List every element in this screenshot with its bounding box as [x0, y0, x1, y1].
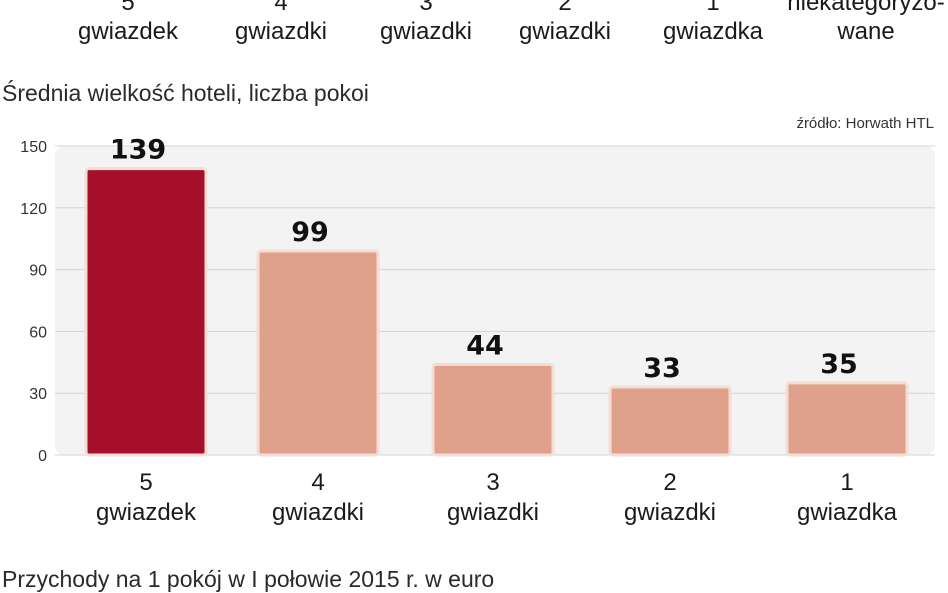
bar: [785, 381, 909, 457]
x-tick-label: gwiazdek: [96, 499, 197, 526]
x-tick-label: 1: [840, 469, 853, 496]
data-label: 35: [820, 349, 858, 380]
previous-chart-category-labels: 5 gwiazdek 4 gwiazdki 3 gwiazdki 2 gwiaz…: [0, 0, 948, 58]
y-tick-label: 120: [20, 201, 47, 218]
data-label: 99: [291, 217, 329, 248]
y-tick-label: 90: [29, 263, 47, 280]
next-chart-title: Przychody na 1 pokój w I połowie 2015 r.…: [2, 566, 495, 592]
source-note: źródło: Horwath HTL: [796, 115, 934, 132]
top-category-2-stars: 2 gwiazdki: [518, 0, 612, 45]
data-label: 33: [643, 353, 681, 384]
bar: [256, 249, 380, 457]
x-tick-label: gwiazdka: [797, 499, 898, 526]
x-tick-label: 4: [311, 469, 324, 496]
x-tick-label: gwiazdki: [624, 499, 716, 526]
x-tick-label: 5: [139, 469, 152, 496]
x-tick-label: 2: [663, 469, 676, 496]
data-label: 139: [110, 135, 166, 166]
top-category-uncategorized: niekategoryzo- wane: [787, 0, 945, 45]
y-tick-label: 0: [38, 448, 47, 465]
x-tick-label: gwiazdki: [447, 499, 539, 526]
bar: [84, 167, 208, 457]
data-label: 44: [466, 330, 504, 361]
y-tick-label: 60: [29, 324, 47, 341]
y-tick-label: 150: [20, 139, 47, 156]
y-tick-label: 30: [29, 386, 47, 403]
top-category-1-star: 1 gwiazdka: [662, 0, 764, 45]
bar: [608, 385, 732, 457]
top-category-3-stars: 3 gwiazdki: [379, 0, 473, 45]
x-tick-label: gwiazdki: [272, 499, 364, 526]
chart-title: Średnia wielkość hoteli, liczba pokoi: [2, 80, 369, 106]
x-tick-label: 3: [486, 469, 499, 496]
top-category-5-stars: 5 gwiazdek: [77, 0, 179, 45]
bar: [431, 362, 555, 457]
top-category-4-stars: 4 gwiazdki: [234, 0, 328, 45]
